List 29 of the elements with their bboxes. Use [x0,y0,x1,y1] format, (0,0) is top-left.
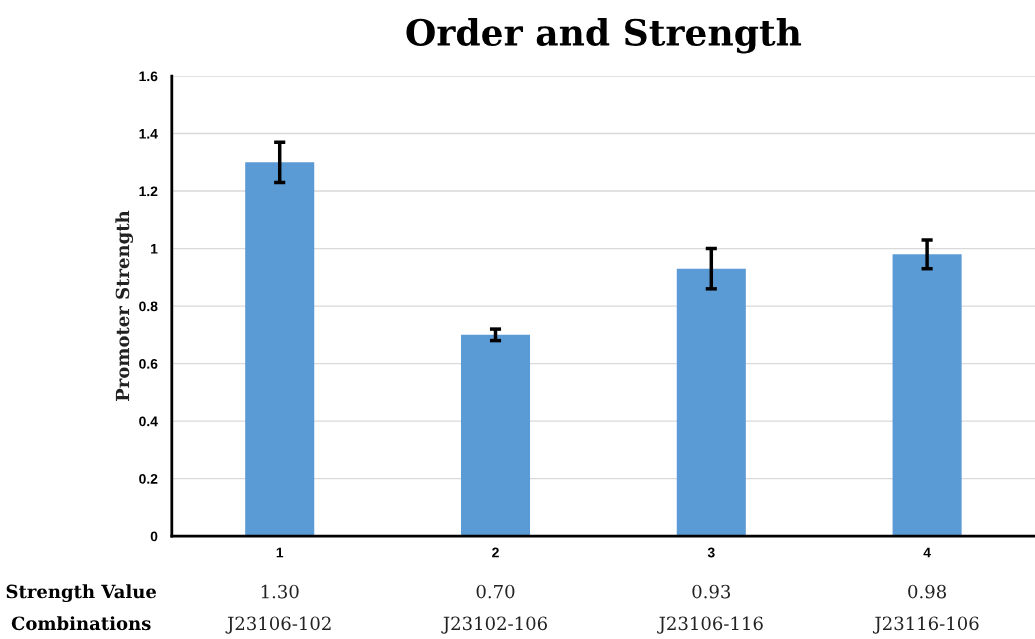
data-label: 0.98 [908,584,946,599]
chart-title: Order and Strength [406,18,802,54]
text: J23106-102 [225,616,331,634]
y-tick-label: 0.8 [139,301,158,312]
bar [676,268,746,537]
bar [245,162,315,537]
text: J23102-106 [441,616,547,634]
data-label: 0.93 [692,584,731,599]
y-tick-label: 1 [151,244,158,254]
y-tick-label: 0.2 [139,473,158,484]
data-label: 0.70 [476,584,515,599]
y-tick-label: 1.2 [139,186,158,197]
text: Strength Value [6,584,157,603]
y-tick-label: 1.6 [139,71,158,82]
x-tick-label: 1 [276,547,284,558]
text: J23106-116 [657,616,763,634]
x-tick-label: 2 [492,547,499,558]
x-tick-label: 3 [707,547,715,558]
y-tick-label: 0.6 [139,358,158,369]
data-label: 1.30 [261,584,299,599]
bar [460,334,531,537]
y-tick-label: 0.4 [139,416,158,427]
text: Combinations [11,616,151,631]
text: J23116-106 [872,616,979,634]
y-tick-label: 0 [150,531,158,542]
x-tick-label: 4 [923,547,931,558]
y-axis-title: Promoter Strength [115,210,134,401]
bar [892,254,962,537]
y-tick-label: 1.4 [139,129,158,139]
